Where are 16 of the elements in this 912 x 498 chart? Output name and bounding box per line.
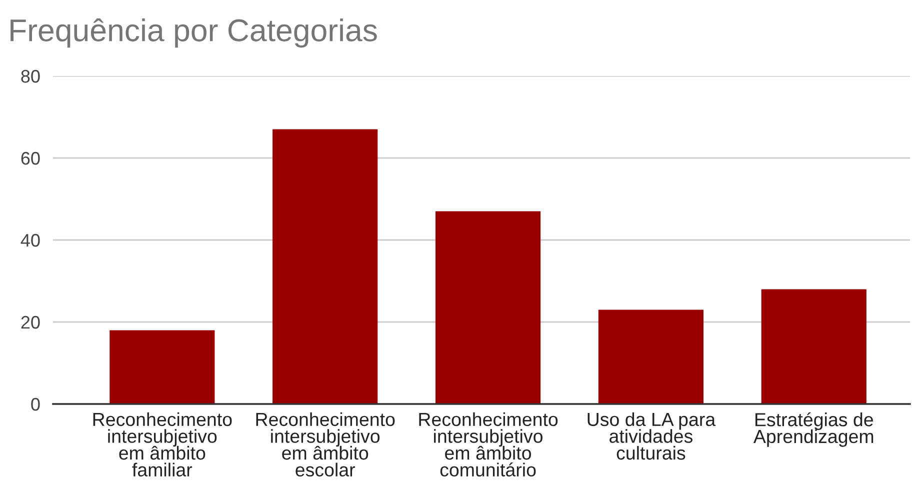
bar — [272, 129, 378, 404]
chart-title: Frequência por Categorias — [10, 18, 377, 48]
y-tick-label: 40 — [20, 234, 40, 247]
bar — [110, 330, 215, 404]
y-tick-label: 0 — [31, 398, 40, 411]
x-tick-label: Uso da LA para atividades culturais — [588, 412, 716, 460]
y-tick-label: 80 — [21, 70, 40, 83]
x-tick-label: Reconhecimento intersubjetivo em âmbito familiar — [93, 412, 232, 477]
y-tick-label: 20 — [21, 316, 40, 329]
bar — [598, 310, 704, 404]
bar — [761, 289, 866, 404]
x-tick-label: Reconhecimento intersubjetivo em âmbito escolar — [256, 412, 395, 477]
bar — [435, 211, 541, 404]
x-tick-label: Estratégias de Aprendizagem — [753, 412, 874, 447]
y-tick-label: 60 — [21, 152, 40, 165]
x-tick-label: Reconhecimento intersubjetivo em âmbito comunitário — [419, 412, 558, 477]
